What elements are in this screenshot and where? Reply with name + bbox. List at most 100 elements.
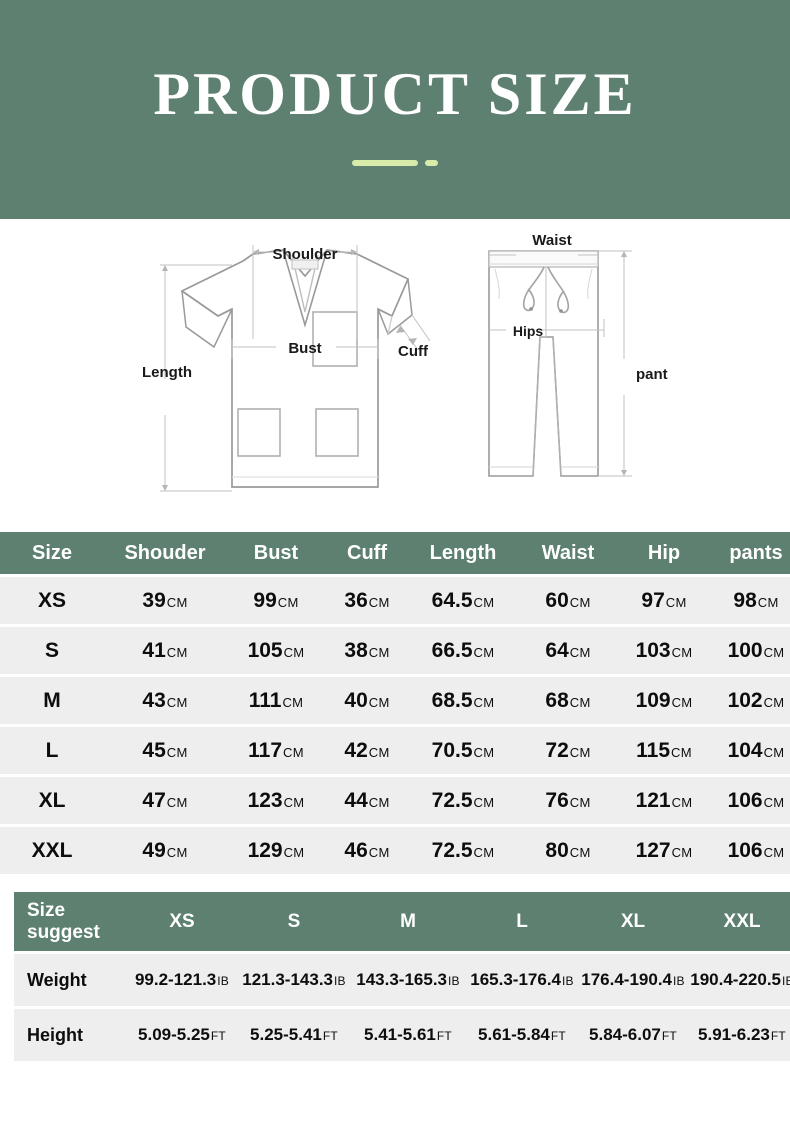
unit-ft: FT [550, 1029, 566, 1043]
cell-length: 64.5CM [408, 577, 518, 624]
unit-cm: CM [763, 844, 785, 860]
cell-cuff: 40CM [326, 677, 408, 724]
unit-ft: FT [770, 1029, 786, 1043]
suggest-size-xs: XS [126, 892, 238, 951]
cell-waist: 64CM [518, 627, 618, 674]
page-banner: PRODUCT SIZE [0, 0, 790, 219]
label-shoulder: Shoulder [272, 246, 337, 263]
unit-cm: CM [166, 744, 188, 760]
unit-lb: IB [448, 974, 460, 988]
cell-waist: 80CM [518, 827, 618, 874]
cell-cuff: 38CM [326, 627, 408, 674]
unit-cm: CM [368, 694, 390, 710]
cell-pants: 102CM [710, 677, 790, 724]
label-length: Length [142, 364, 192, 381]
cell-bust: 123CM [226, 777, 326, 824]
label-pant: pant [636, 366, 668, 383]
unit-cm: CM [671, 694, 693, 710]
unit-cm: CM [368, 794, 390, 810]
cell-length: 72.5CM [408, 777, 518, 824]
height-m: 5.41-5.61FT [350, 1009, 466, 1061]
unit-lb: IB [334, 974, 346, 988]
column-header-waist: Waist [518, 532, 618, 574]
unit-cm: CM [763, 694, 785, 710]
cell-bust: 117CM [226, 727, 326, 774]
divider-long-dash [352, 160, 418, 166]
suggest-header-row: Size suggest XS S M L XL XXL [14, 892, 790, 951]
height-row-label: Height [14, 1009, 126, 1061]
cell-bust: 105CM [226, 627, 326, 674]
scrub-pants-illustration [488, 250, 599, 477]
unit-cm: CM [368, 594, 390, 610]
weight-xxl: 190.4-220.5IB [688, 954, 790, 1006]
label-hips: Hips [513, 323, 544, 339]
scrub-pants-arrowheads [621, 251, 627, 476]
cell-shouder: 41CM [104, 627, 226, 674]
weight-m: 143.3-165.3IB [350, 954, 466, 1006]
cell-hip: 109CM [618, 677, 710, 724]
column-header-cuff: Cuff [326, 532, 408, 574]
cell-cuff: 46CM [326, 827, 408, 874]
cell-waist: 72CM [518, 727, 618, 774]
cell-hip: 121CM [618, 777, 710, 824]
height-xl: 5.84-6.07FT [578, 1009, 688, 1061]
unit-cm: CM [473, 644, 495, 660]
cell-pants: 98CM [710, 577, 790, 624]
cell-length: 68.5CM [408, 677, 518, 724]
column-header-shouder: Shouder [104, 532, 226, 574]
unit-cm: CM [569, 694, 591, 710]
unit-cm: CM [473, 694, 495, 710]
cell-bust: 99CM [226, 577, 326, 624]
height-xs: 5.09-5.25FT [126, 1009, 238, 1061]
weight-l: 165.3-176.4IB [466, 954, 578, 1006]
unit-ft: FT [322, 1029, 338, 1043]
unit-cm: CM [166, 794, 188, 810]
cell-pants: 100CM [710, 627, 790, 674]
unit-cm: CM [763, 644, 785, 660]
cell-size: XS [0, 577, 104, 624]
cell-size: M [0, 677, 104, 724]
cell-length: 70.5CM [408, 727, 518, 774]
unit-cm: CM [166, 644, 188, 660]
unit-cm: CM [166, 844, 188, 860]
column-header-bust: Bust [226, 532, 326, 574]
unit-cm: CM [473, 844, 495, 860]
cell-size: XXL [0, 827, 104, 874]
suggest-size-s: S [238, 892, 350, 951]
weight-xs: 99.2-121.3IB [126, 954, 238, 1006]
table-row: S 41CM 105CM 38CM 66.5CM 64CM 103CM 100C… [0, 627, 790, 674]
unit-cm: CM [368, 844, 390, 860]
unit-cm: CM [283, 644, 305, 660]
suggest-corner-label: Size suggest [14, 892, 126, 951]
unit-cm: CM [368, 744, 390, 760]
column-header-size: Size [0, 532, 104, 574]
suggest-size-xl: XL [578, 892, 688, 951]
unit-cm: CM [166, 694, 188, 710]
page-title: PRODUCT SIZE [153, 61, 637, 127]
table-row: M 43CM 111CM 40CM 68.5CM 68CM 109CM 102C… [0, 677, 790, 724]
table-row: XL 47CM 123CM 44CM 72.5CM 76CM 121CM 106… [0, 777, 790, 824]
cell-hip: 115CM [618, 727, 710, 774]
suggest-size-l: L [466, 892, 578, 951]
divider-short-dash [425, 160, 438, 166]
unit-ft: FT [436, 1029, 452, 1043]
cell-bust: 111CM [226, 677, 326, 724]
cell-shouder: 45CM [104, 727, 226, 774]
table-row: L 45CM 117CM 42CM 70.5CM 72CM 115CM 104C… [0, 727, 790, 774]
unit-cm: CM [757, 594, 779, 610]
unit-cm: CM [283, 844, 305, 860]
unit-ft: FT [210, 1029, 226, 1043]
unit-cm: CM [671, 644, 693, 660]
cell-hip: 127CM [618, 827, 710, 874]
cell-shouder: 39CM [104, 577, 226, 624]
cell-hip: 97CM [618, 577, 710, 624]
size-measurements-table: Size Shouder Bust Cuff Length Waist Hip … [0, 529, 790, 877]
suggest-corner-line1: Size [27, 900, 66, 922]
cell-waist: 76CM [518, 777, 618, 824]
cell-waist: 68CM [518, 677, 618, 724]
unit-cm: CM [473, 794, 495, 810]
unit-cm: CM [671, 844, 693, 860]
unit-cm: CM [569, 644, 591, 660]
unit-cm: CM [166, 594, 188, 610]
title-divider [0, 160, 790, 166]
